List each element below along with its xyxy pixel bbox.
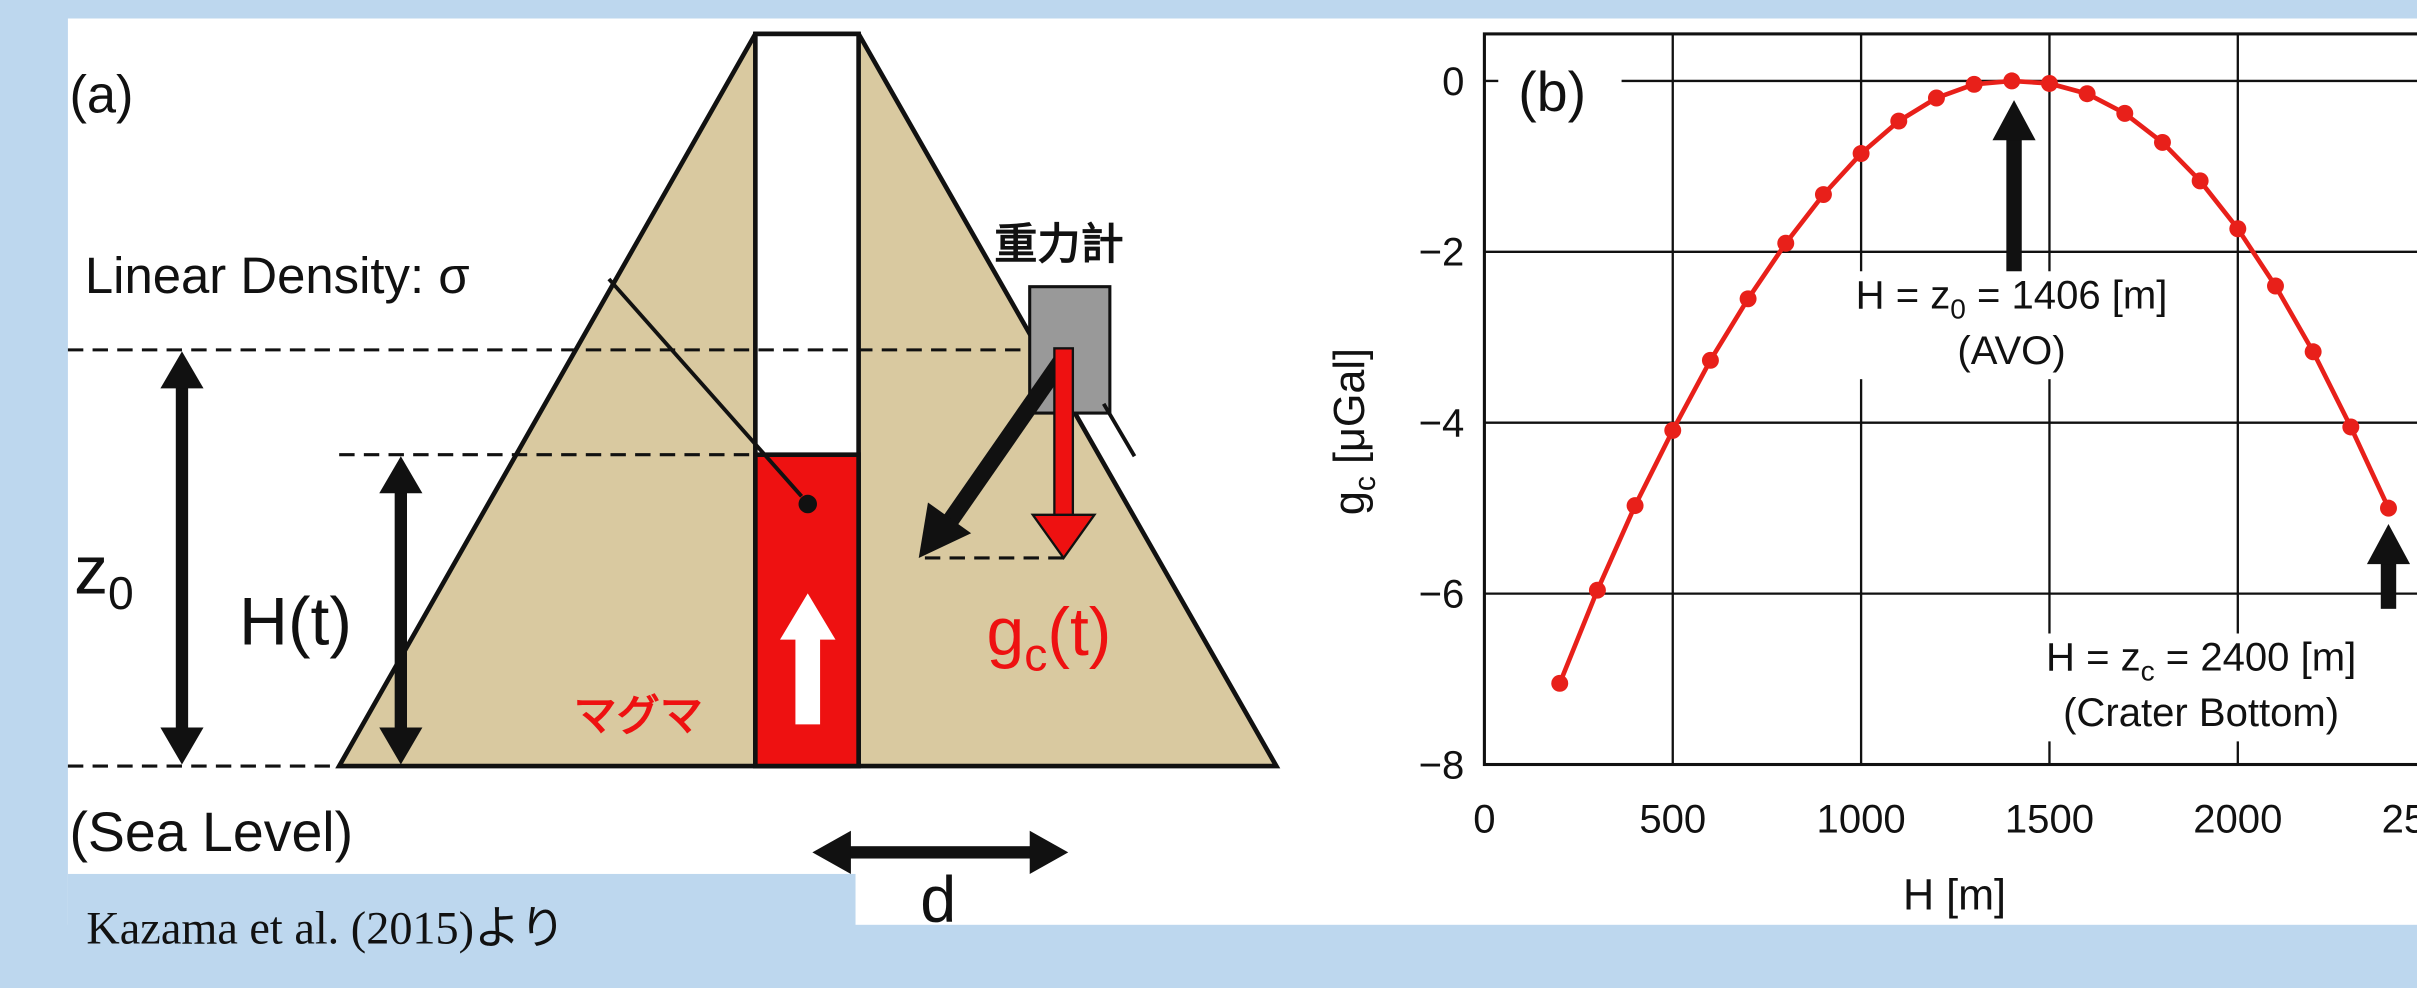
annotation-arrowhead	[2366, 524, 2411, 565]
figure-panel	[67, 18, 2417, 925]
text-part: c	[2141, 656, 2155, 687]
gravimeter-label: 重力計	[994, 221, 1123, 269]
plot-frame	[1482, 32, 2417, 767]
data-point	[1626, 497, 1644, 515]
annotation-text: H = z0 = 1406 [m]	[1856, 273, 2168, 324]
data-point	[1777, 234, 1795, 252]
gc-main: g	[987, 595, 1025, 670]
sea-level-label: (Sea Level)	[69, 801, 353, 863]
text-part: g	[1326, 491, 1374, 515]
text-part: H = z	[1856, 273, 1951, 317]
annotation-text: H = zc = 2400 [m]	[2046, 635, 2356, 686]
text-part: 0	[1950, 293, 1966, 324]
data-point	[1890, 112, 1908, 130]
gravimeter-leg	[1102, 402, 1137, 458]
caption-box	[67, 873, 856, 988]
gc-arrow	[1053, 347, 1075, 523]
leader-line	[607, 277, 804, 498]
data-point	[1701, 351, 1719, 369]
y-tick-label: −8	[1419, 743, 1465, 787]
panel-label-bg	[1498, 46, 1622, 124]
data-point	[1664, 421, 1682, 439]
gravity-arrow-head	[918, 502, 972, 558]
data-point	[1588, 581, 1606, 599]
y-tick-label: −2	[1419, 231, 1465, 275]
data-point	[1551, 674, 1569, 692]
data-point	[2342, 418, 2360, 436]
data-point	[1965, 75, 1983, 93]
x-tick-label: 1000	[1817, 797, 1906, 841]
y-tick-label: −6	[1419, 572, 1465, 616]
rise-arrow	[780, 593, 836, 725]
magma-label: マグマ	[573, 693, 702, 741]
caption: Kazama et al. (2015)より	[86, 903, 565, 954]
x-axis-label: H [m]	[1903, 871, 2006, 919]
annotation-arrow	[2006, 134, 2022, 293]
gc-arrow-head	[1030, 513, 1097, 560]
d-label: d	[920, 863, 956, 936]
data-point	[2229, 220, 2247, 238]
annotation-arrowhead	[1992, 100, 2036, 141]
mass-point	[798, 494, 817, 514]
data-point	[1814, 186, 1832, 204]
data-point	[1852, 145, 1870, 163]
data-point	[2380, 499, 2397, 517]
gc-sub: c	[1024, 628, 1047, 680]
data-point	[2116, 104, 2134, 122]
z0-sub: 0	[108, 567, 134, 619]
dashed-lines	[67, 348, 1110, 768]
data-point	[2078, 85, 2096, 103]
panel-label: (b)	[1518, 61, 1586, 123]
data-point	[1927, 89, 1945, 107]
annotation-sub: (Crater Bottom)	[2063, 691, 2339, 735]
text-part: [μGal]	[1326, 348, 1374, 476]
density-label: Linear Density: σ	[85, 247, 470, 304]
annotation-arrow	[2380, 557, 2397, 609]
gc-label: gc(t)	[987, 595, 1112, 680]
panel-label: (a)	[69, 67, 133, 125]
data-point	[2153, 133, 2171, 151]
gc-rest: (t)	[1047, 595, 1111, 670]
data-point	[2304, 343, 2322, 361]
data-point	[2267, 277, 2284, 295]
x-tick-label: 2500	[2382, 797, 2417, 841]
dimension-arrows	[160, 351, 1069, 874]
data-point	[2040, 74, 2058, 92]
gravity-arrow	[941, 352, 1071, 529]
panel-b: 0 500 1000 1500 2000 2500 0 −2 −4 −6 −8 (b) H [m] gc …	[1326, 32, 2417, 919]
text-part: c	[1349, 476, 1382, 491]
z0-label: z0	[74, 533, 134, 618]
ht-label: H(t)	[239, 584, 352, 659]
annotation-bg	[1985, 633, 2417, 742]
data-point	[2003, 72, 2021, 90]
y-tick-label: −4	[1419, 402, 1465, 446]
panel-a: (a) Linear Density: σ z0 H(t) マグマ 重力計 gc…	[67, 31, 1281, 936]
text-part: = 1406 [m]	[1966, 273, 2168, 317]
z0-main: z	[74, 533, 108, 608]
annotation-bg	[1795, 271, 2228, 380]
y-tick-label: 0	[1442, 60, 1464, 104]
text-part: = 2400 [m]	[2155, 635, 2357, 679]
annotation-sub: (AVO)	[1957, 329, 2065, 373]
x-tick-label: 0	[1473, 797, 1495, 841]
text-part: H = z	[2046, 635, 2141, 679]
x-tick-label: 1500	[2005, 797, 2094, 841]
y-axis-label: gc [μGal]	[1326, 348, 1382, 515]
x-tick-label: 500	[1639, 797, 1706, 841]
data-point	[1739, 290, 1757, 308]
x-tick-label: 2000	[2193, 797, 2282, 841]
data-point	[2191, 172, 2209, 190]
